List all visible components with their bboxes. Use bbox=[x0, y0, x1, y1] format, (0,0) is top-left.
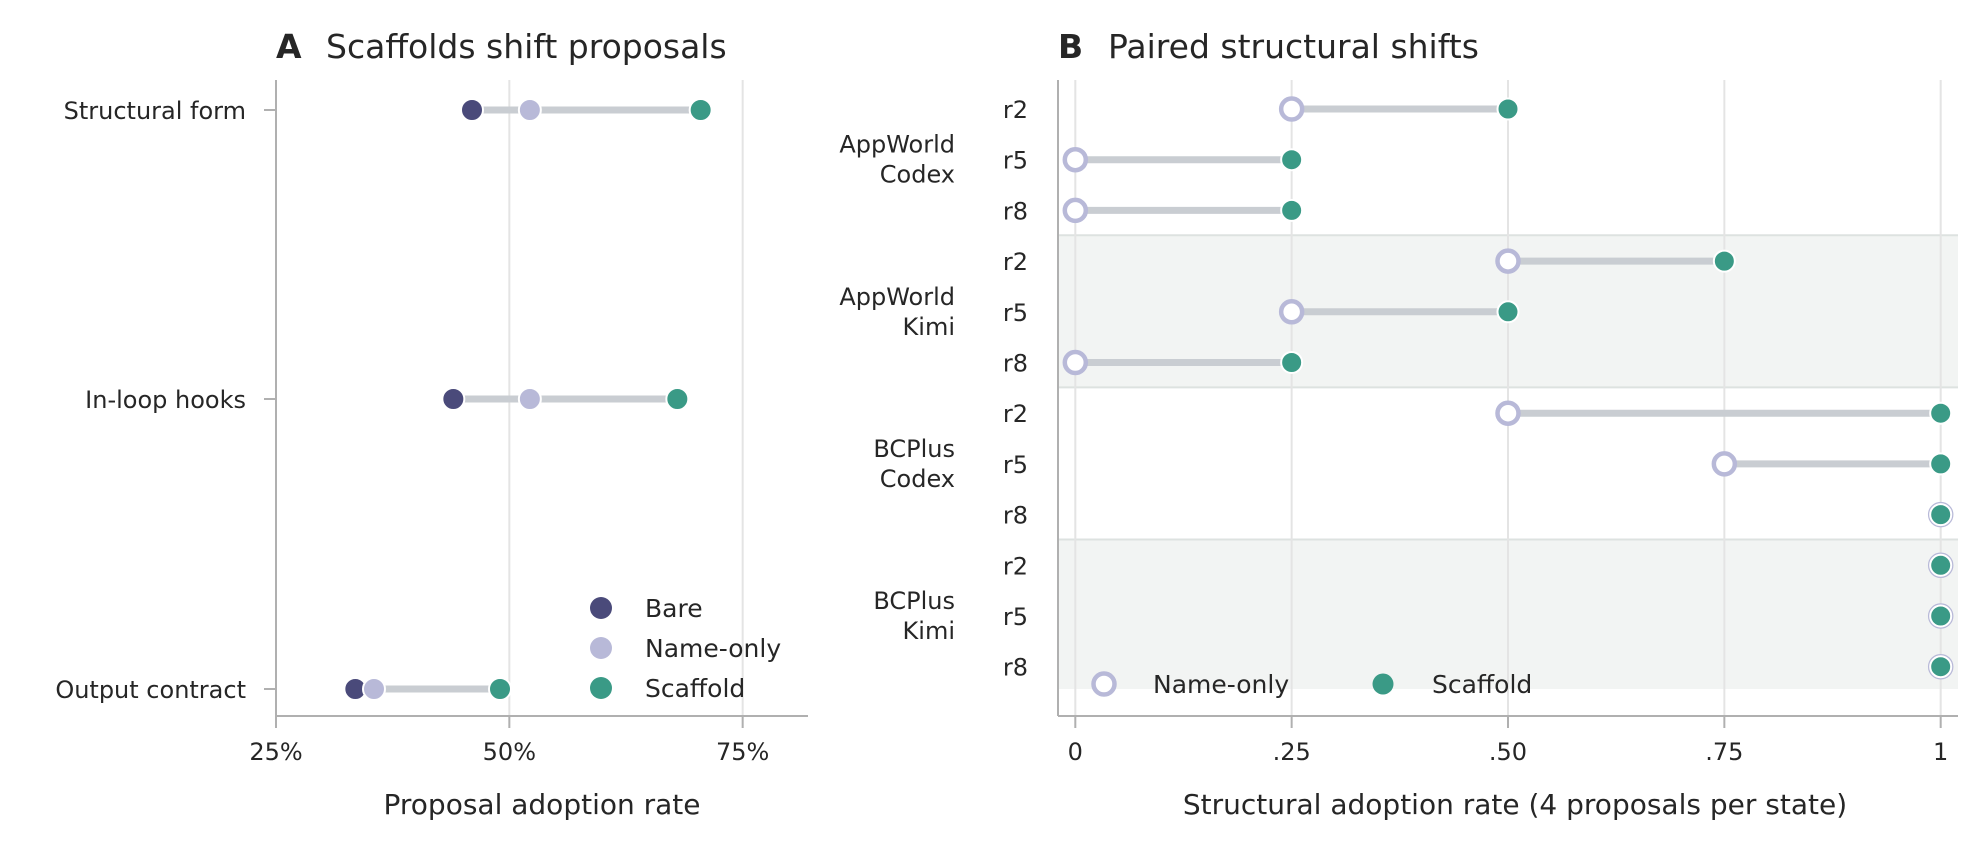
row-label-appworld-kimi-r5: r5 bbox=[1003, 299, 1028, 327]
row-label-appworld-kimi-r8: r8 bbox=[1003, 350, 1028, 378]
point-structural-form-bare bbox=[460, 98, 484, 122]
point-structural-form-name-only bbox=[517, 98, 542, 122]
x-tick-label-b-1: 1 bbox=[1933, 738, 1948, 766]
legend-marker-scaffold bbox=[590, 677, 612, 699]
group-label-appworld-codex-line-2: Codex bbox=[880, 161, 955, 189]
legend-label-scaffold: Scaffold bbox=[1432, 670, 1532, 699]
legend-marker-name-only bbox=[590, 637, 612, 659]
row-label-bcplus-codex-r8: r8 bbox=[1003, 502, 1028, 530]
point-appworld-codex-r8-name-only bbox=[1062, 197, 1089, 224]
legend-label-bare: Bare bbox=[645, 594, 703, 623]
point-bcplus-codex-r2-scaffold bbox=[1929, 401, 1953, 425]
point-appworld-kimi-r5-name-only bbox=[1278, 299, 1305, 325]
legend-marker-name-only bbox=[1091, 671, 1117, 697]
point-appworld-kimi-r8-scaffold bbox=[1280, 351, 1304, 374]
row-label-bcplus-kimi-r5: r5 bbox=[1003, 603, 1028, 631]
panel-a-marks bbox=[343, 98, 713, 701]
row-label-bcplus-codex-r2: r2 bbox=[1003, 400, 1028, 428]
point-structural-form-scaffold bbox=[688, 98, 713, 122]
y-tick-label-output-contract: Output contract bbox=[55, 676, 246, 704]
panel-b-title: Paired structural shifts bbox=[1108, 27, 1479, 66]
row-label-bcplus-codex-r5: r5 bbox=[1003, 451, 1028, 479]
y-tick-label-structural-form: Structural form bbox=[64, 97, 246, 125]
panel-b-x-axis-label: Structural adoption rate (4 proposals pe… bbox=[1183, 788, 1847, 821]
panel-b-axes: r2r5r8AppWorldCodexr2r5r8AppWorldKimir2r… bbox=[839, 80, 1958, 766]
x-tick-label-b-25: .25 bbox=[1273, 738, 1311, 766]
legend-label-name-only: Name-only bbox=[1153, 670, 1289, 699]
panel-b-legend: Name-only Scaffold bbox=[1091, 670, 1532, 699]
x-tick-label-b-75: .75 bbox=[1705, 738, 1743, 766]
group-label-bcplus-kimi-line-1: BCPlus bbox=[873, 587, 955, 615]
point-in-loop-hooks-name-only bbox=[517, 387, 542, 411]
point-appworld-codex-r5-name-only bbox=[1062, 146, 1089, 173]
legend-marker-scaffold bbox=[1372, 673, 1394, 695]
point-appworld-kimi-r5-scaffold bbox=[1496, 300, 1520, 324]
row-label-appworld-codex-r5: r5 bbox=[1003, 147, 1028, 175]
point-bcplus-codex-r2-name-only bbox=[1495, 400, 1521, 426]
legend-label-scaffold: Scaffold bbox=[645, 674, 745, 703]
panel-b-marks bbox=[1062, 96, 1954, 680]
panel-b-letter: B bbox=[1058, 27, 1083, 66]
point-appworld-codex-r8-scaffold bbox=[1280, 198, 1304, 222]
row-label-appworld-codex-r8: r8 bbox=[1003, 197, 1028, 225]
point-appworld-kimi-r8-name-only bbox=[1062, 349, 1089, 376]
panel-b: B Paired structural shifts r2 r5 r8 AppWorl… bbox=[839, 27, 1958, 821]
point-appworld-codex-r5-scaffold bbox=[1280, 148, 1304, 172]
row-label-appworld-kimi-r2: r2 bbox=[1003, 248, 1028, 276]
point-bcplus-codex-r8-scaffold bbox=[1929, 503, 1953, 527]
group-label-bcplus-codex-line-2: Codex bbox=[880, 465, 955, 493]
legend-marker-bare bbox=[590, 597, 612, 619]
point-appworld-codex-r2-scaffold bbox=[1496, 97, 1520, 121]
point-bcplus-kimi-r2-scaffold bbox=[1929, 553, 1953, 577]
group-label-appworld-codex-line-1: AppWorld bbox=[839, 131, 955, 159]
panel-a: A Scaffolds shift proposals Structural f… bbox=[55, 27, 808, 821]
panel-a-title: Scaffolds shift proposals bbox=[326, 27, 727, 66]
row-label-bcplus-kimi-r2: r2 bbox=[1003, 552, 1028, 580]
point-bcplus-codex-r5-name-only bbox=[1711, 451, 1738, 477]
panel-a-axes: Structural form In-loop hooks Output contr… bbox=[55, 80, 808, 766]
point-bcplus-codex-r5-scaffold bbox=[1929, 452, 1953, 476]
x-tick-label-25: 25% bbox=[249, 738, 302, 766]
point-in-loop-hooks-bare bbox=[441, 387, 466, 411]
point-output-contract-scaffold bbox=[488, 677, 512, 701]
point-appworld-kimi-r2-scaffold bbox=[1712, 249, 1736, 273]
group-label-appworld-kimi-line-1: AppWorld bbox=[839, 283, 955, 311]
panel-a-x-axis-label: Proposal adoption rate bbox=[384, 788, 701, 821]
panel-a-legend: Bare Name-only Scaffold bbox=[590, 594, 781, 703]
point-bcplus-kimi-r5-scaffold bbox=[1929, 604, 1953, 628]
x-tick-label-75: 75% bbox=[716, 738, 769, 766]
row-label-bcplus-kimi-r8: r8 bbox=[1003, 654, 1028, 682]
point-in-loop-hooks-scaffold bbox=[665, 387, 690, 411]
legend-label-name-only: Name-only bbox=[645, 634, 781, 663]
y-tick-label-in-loop-hooks: In-loop hooks bbox=[85, 386, 246, 414]
x-tick-label-b-0: 0 bbox=[1068, 738, 1083, 766]
group-label-appworld-kimi-line-2: Kimi bbox=[903, 313, 955, 341]
point-output-contract-name-only bbox=[362, 677, 386, 701]
row-label-appworld-codex-r2: r2 bbox=[1003, 96, 1028, 124]
x-tick-label-b-50: .50 bbox=[1489, 738, 1527, 766]
point-bcplus-kimi-r8-scaffold bbox=[1929, 655, 1953, 679]
point-appworld-kimi-r2-name-only bbox=[1495, 248, 1521, 274]
point-appworld-codex-r2-name-only bbox=[1278, 96, 1305, 122]
group-label-bcplus-kimi-line-2: Kimi bbox=[903, 617, 955, 645]
panel-a-letter: A bbox=[276, 27, 302, 66]
group-label-bcplus-codex-line-1: BCPlus bbox=[873, 435, 955, 463]
x-tick-label-50: 50% bbox=[483, 738, 536, 766]
